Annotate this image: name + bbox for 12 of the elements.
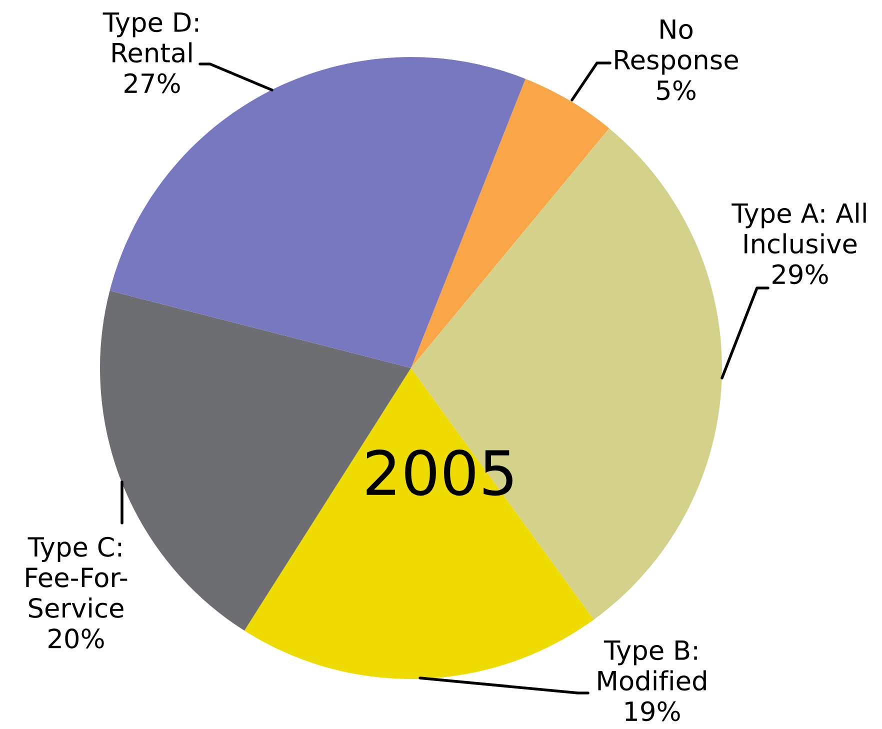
slice-label: Type B: Modified [598, 640, 706, 691]
data-label: 27% [124, 73, 180, 94]
slice-label: Type A: All Inclusive [732, 202, 866, 254]
pie-slice [244, 368, 594, 679]
slice-label: Type C: Fee-For- Service [26, 536, 128, 618]
data-label: 19% [626, 701, 680, 722]
pie-slice [411, 78, 610, 368]
slice-label: Type D: Rental [102, 12, 198, 63]
data-label: 20% [48, 628, 104, 648]
slice-label: No Response [615, 19, 738, 75]
data-label: 5% [657, 80, 696, 100]
data-label: 29% [772, 264, 828, 284]
